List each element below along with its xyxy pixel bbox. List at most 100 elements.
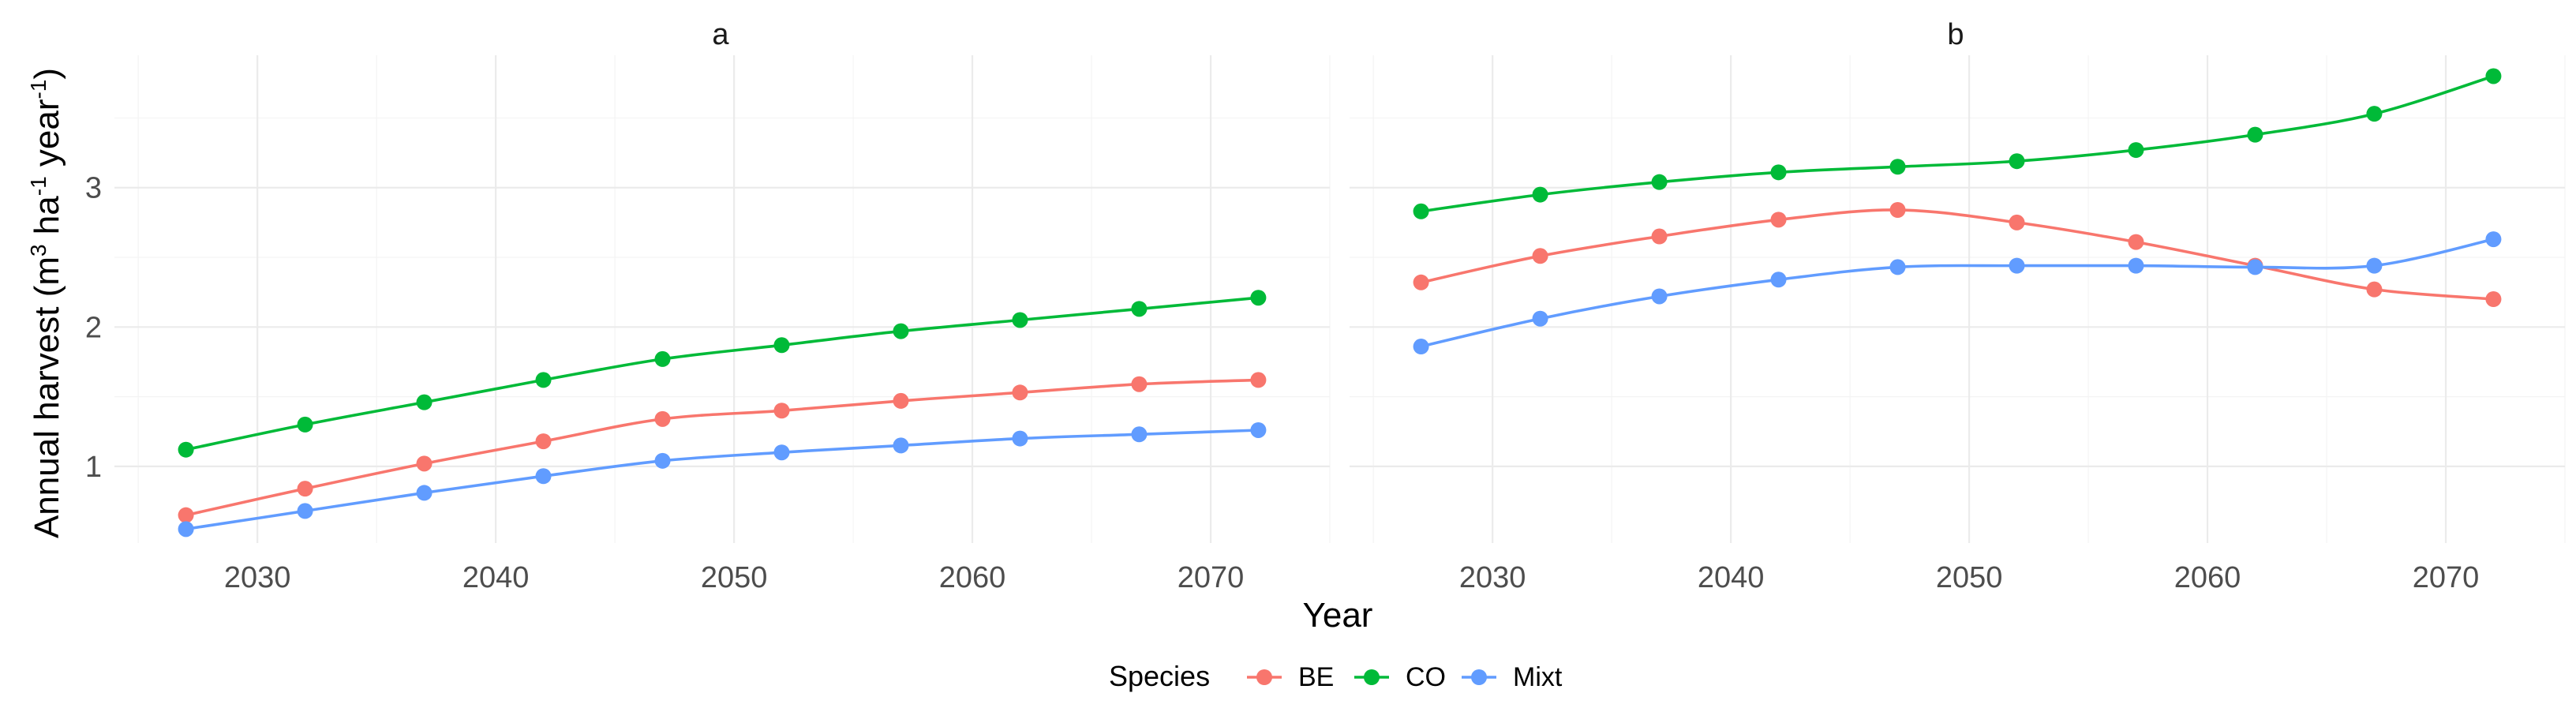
- panel-b: b 2030 2040 2050 2060 2070: [1350, 18, 2566, 594]
- panel-b-series-be: [1413, 201, 2502, 307]
- panel-b-point-be-2072: [2485, 291, 2502, 307]
- y-axis-title-suffix: ): [28, 68, 66, 80]
- y-axis-title: Annual harvest (m3 ha-1 year-1): [26, 68, 66, 538]
- legend-label-be: BE: [1298, 662, 1334, 692]
- panel-b-point-be-2052: [2009, 214, 2025, 230]
- panel-b-x-tick-label-2060: 2060: [2174, 561, 2241, 594]
- panel-b-point-be-2042: [1770, 212, 1787, 228]
- y-tick-label-3: 3: [85, 172, 102, 205]
- panel-a-point-be-2052: [773, 403, 790, 419]
- panel-b-point-mixt-2067: [2366, 257, 2383, 274]
- panel-b-point-mixt-2042: [1770, 272, 1787, 288]
- panel-a-title: a: [712, 18, 729, 51]
- legend: Species BE CO Mixt: [1109, 660, 1563, 692]
- panel-b-point-mixt-2052: [2009, 257, 2025, 274]
- panel-b-grid: [1350, 55, 2566, 543]
- panel-b-point-be-2032: [1532, 248, 1548, 264]
- legend-item-be: BE: [1247, 662, 1334, 692]
- panel-a-point-be-2032: [297, 481, 313, 497]
- panel-b-x-tick-label-2050: 2050: [1936, 561, 2003, 594]
- panel-a-point-co-2042: [535, 372, 552, 388]
- legend-label-mixt: Mixt: [1513, 662, 1563, 692]
- panel-b-line-mixt: [1419, 238, 2496, 348]
- y-tick-label-2: 2: [85, 311, 102, 344]
- y-axis-title-sup-m: 3: [26, 244, 51, 257]
- y-axis-title-sup-ha: -1: [26, 176, 51, 196]
- panel-a-point-co-2062: [1012, 312, 1028, 328]
- panel-a-point-co-2052: [773, 337, 790, 354]
- panel-b-series-mixt: [1413, 231, 2502, 355]
- panel-a-point-co-2057: [893, 323, 909, 339]
- legend-item-co: CO: [1354, 662, 1446, 692]
- panel-b-point-co-2027: [1413, 203, 1429, 219]
- panel-a-x-tick-label-2060: 2060: [939, 561, 1006, 594]
- panel-b-point-co-2067: [2366, 106, 2383, 122]
- panel-b-title: b: [1947, 18, 1964, 51]
- panel-b-point-mixt-2037: [1651, 288, 1668, 305]
- panel-a-point-co-2072: [1250, 290, 1267, 306]
- legend-key-co-dot: [1364, 669, 1380, 685]
- x-axis-title: Year: [1303, 596, 1373, 635]
- panel-b-point-be-2067: [2366, 281, 2383, 298]
- panel-a-point-co-2037: [416, 394, 432, 410]
- panel-a-point-be-2062: [1012, 384, 1028, 401]
- panel-a-series-mixt: [178, 421, 1267, 538]
- panel-a-x-tick-label-2040: 2040: [462, 561, 530, 594]
- panel-b-point-co-2072: [2485, 68, 2502, 84]
- legend-label-co: CO: [1406, 662, 1446, 692]
- panel-b-x-tick-label-2030: 2030: [1459, 561, 1526, 594]
- panel-a-point-co-2032: [297, 416, 313, 433]
- panel-b-point-mixt-2072: [2485, 231, 2502, 248]
- legend-title: Species: [1109, 660, 1210, 692]
- legend-item-mixt: Mixt: [1462, 662, 1563, 692]
- panel-a-point-be-2042: [535, 433, 552, 450]
- panel-a-point-be-2027: [178, 507, 194, 523]
- panel-b-point-mixt-2047: [1889, 259, 1906, 275]
- y-tick-label-1: 1: [85, 451, 102, 484]
- y-axis-title-ha: ha: [28, 196, 66, 245]
- panel-b-line-be: [1419, 208, 2496, 301]
- panel-a-point-co-2027: [178, 441, 194, 458]
- panel-a-point-be-2047: [654, 410, 671, 427]
- panel-a-series-co: [178, 290, 1267, 458]
- y-axis-title-prefix: Annual harvest (m: [28, 257, 66, 538]
- panel-b-point-be-2047: [1889, 201, 1906, 218]
- panel-a-point-co-2067: [1131, 301, 1148, 317]
- panel-a-x-tick-label-2030: 2030: [224, 561, 291, 594]
- panel-a-point-mixt-2067: [1131, 426, 1148, 443]
- panel-a: a 2030 2040 2050 2060 2070 1 2 3: [85, 18, 1331, 594]
- panel-a-point-mixt-2042: [535, 468, 552, 485]
- panel-b-point-co-2062: [2247, 126, 2263, 143]
- panel-a-point-be-2072: [1250, 372, 1267, 388]
- panel-b-point-mixt-2032: [1532, 310, 1548, 327]
- panel-a-point-mixt-2052: [773, 444, 790, 461]
- panel-a-x-tick-label-2070: 2070: [1178, 561, 1245, 594]
- legend-key-mixt-dot: [1471, 669, 1487, 685]
- panel-a-grid: [114, 55, 1331, 543]
- panel-a-point-be-2037: [416, 455, 432, 472]
- panel-b-point-mixt-2057: [2128, 257, 2144, 274]
- panel-a-point-co-2047: [654, 350, 671, 367]
- panel-a-point-mixt-2072: [1250, 421, 1267, 438]
- panel-a-point-mixt-2032: [297, 503, 313, 519]
- panel-b-point-co-2037: [1651, 174, 1668, 190]
- panel-b-series-co: [1413, 68, 2502, 219]
- panel-b-point-be-2037: [1651, 228, 1668, 245]
- panel-b-point-be-2027: [1413, 274, 1429, 290]
- panel-a-point-mixt-2062: [1012, 430, 1028, 447]
- panel-a-x-tick-label-2050: 2050: [701, 561, 768, 594]
- panel-b-point-mixt-2062: [2247, 259, 2263, 275]
- panel-a-point-be-2067: [1131, 376, 1148, 392]
- panel-a-point-mixt-2037: [416, 485, 432, 501]
- panel-a-line-be: [184, 378, 1260, 517]
- panel-b-line-co: [1419, 74, 2496, 213]
- y-axis-title-sup-year: -1: [26, 80, 51, 99]
- panel-a-point-mixt-2027: [178, 521, 194, 538]
- panel-b-point-be-2057: [2128, 234, 2144, 250]
- panel-b-point-co-2052: [2009, 153, 2025, 170]
- panel-b-point-co-2057: [2128, 142, 2144, 159]
- panel-a-line-co: [184, 296, 1260, 451]
- y-axis-title-year: year: [28, 99, 66, 177]
- panel-b-point-co-2042: [1770, 164, 1787, 181]
